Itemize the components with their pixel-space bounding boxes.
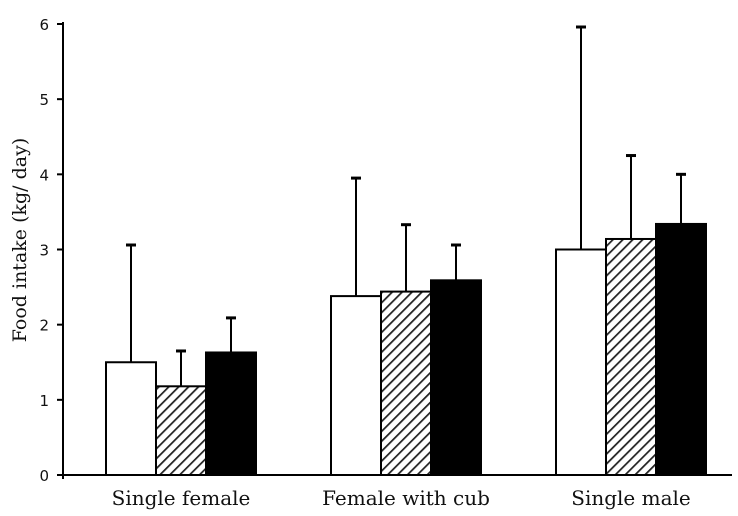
bar-2-hatched: [605, 237, 657, 476]
y-axis-title: Food intake (kg/ day): [9, 138, 31, 342]
bars: [105, 222, 707, 477]
bar-0-hatched: [155, 385, 207, 477]
y-tick-label-5: 5: [39, 91, 49, 109]
y-tick-label-1: 1: [39, 392, 49, 410]
bar-2-black: [655, 222, 707, 476]
bar-1-white: [330, 295, 382, 476]
y-tick-label-2: 2: [39, 317, 49, 335]
bar-0-black: [205, 351, 257, 476]
bar-2-white: [555, 248, 607, 476]
y-tick-label-0: 0: [39, 467, 49, 485]
bar-1-hatched: [380, 290, 432, 476]
category-label-2: Single male: [571, 486, 691, 510]
y-tick-label-3: 3: [39, 242, 49, 260]
category-label-0: Single female: [112, 486, 251, 510]
bar-1-black: [430, 279, 482, 476]
category-label-1: Female with cub: [322, 486, 490, 510]
y-tick-label-6: 6: [39, 16, 49, 34]
labels: 0 1 2 3 4 5 6 Single female Female with cub Singl…: [39, 16, 690, 510]
error-bars: [126, 25, 686, 387]
bar-0-white: [105, 361, 157, 476]
y-tick-label-4: 4: [39, 166, 49, 184]
